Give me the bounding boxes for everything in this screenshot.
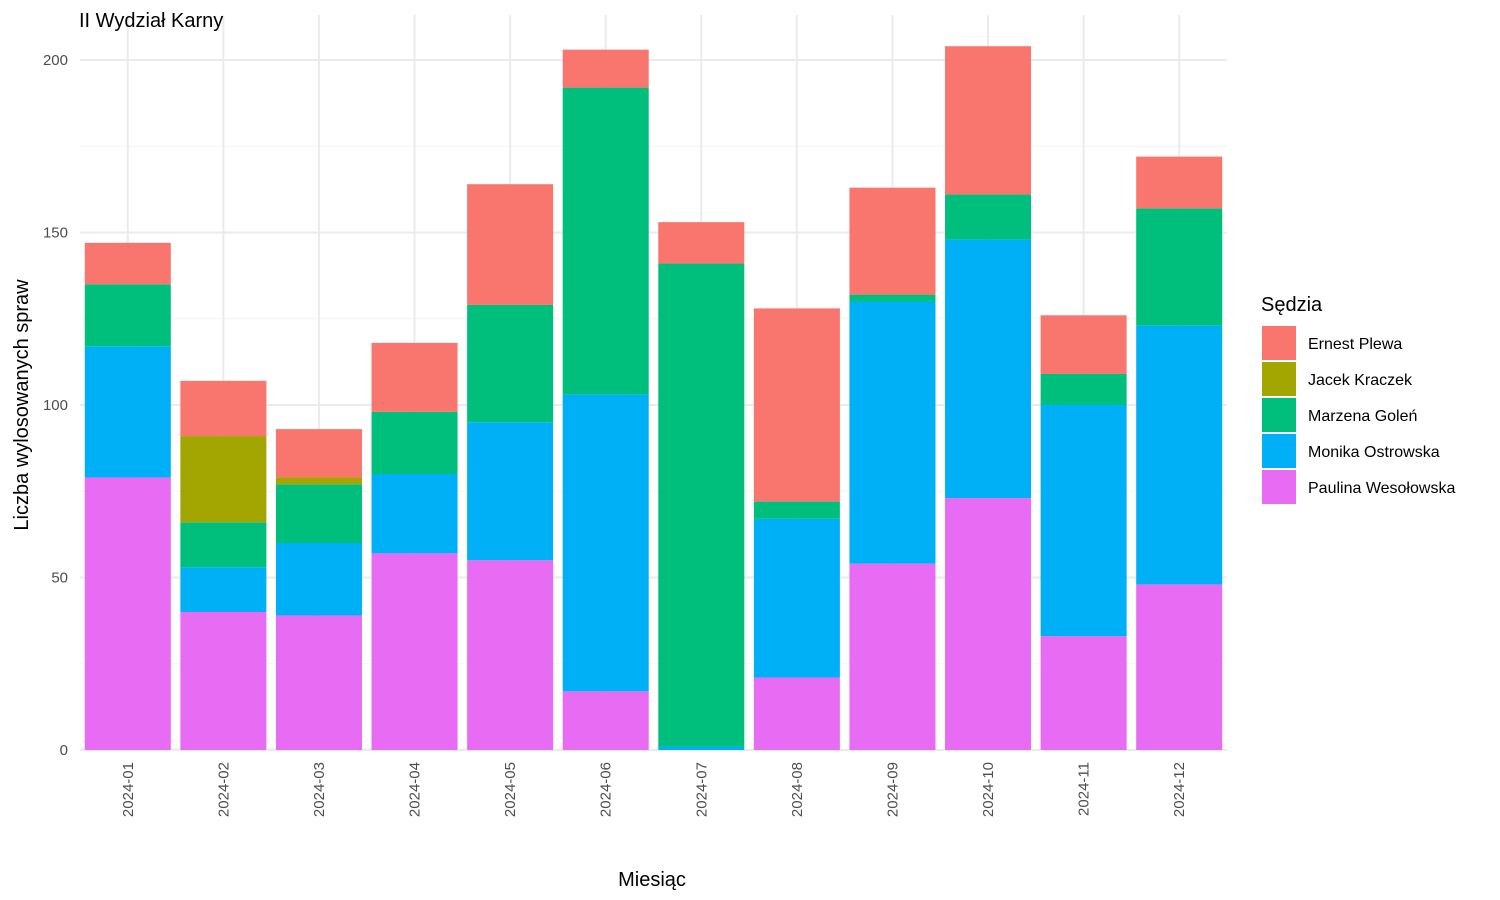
x-tick-label: 2024-06 — [598, 762, 615, 817]
bar-segment — [180, 567, 267, 612]
bar-segment — [84, 284, 171, 347]
bar-segment — [467, 184, 554, 305]
x-tick-label: 2024-07 — [693, 762, 710, 817]
bar-segment — [275, 615, 362, 750]
legend-label: Paulina Wesołowska — [1308, 480, 1455, 497]
y-tick-label: 200 — [43, 52, 68, 69]
bar-segment — [753, 677, 840, 750]
x-tick-label: 2024-04 — [407, 762, 424, 817]
x-tick-label: 2024-09 — [884, 762, 901, 817]
legend-swatch — [1262, 434, 1296, 468]
legend-label: Ernest Plewa — [1308, 336, 1402, 353]
bar-segment — [275, 484, 362, 543]
legend-label: Monika Ostrowska — [1308, 444, 1440, 461]
legend-label: Marzena Goleń — [1308, 408, 1417, 425]
bar-segment — [1136, 208, 1223, 326]
bar-segment — [467, 304, 554, 423]
x-tick-label: 2024-03 — [311, 762, 328, 817]
bar-segment — [275, 477, 362, 485]
bar-segment — [275, 429, 362, 478]
bar-segment — [275, 543, 362, 616]
x-tick-label: 2024-08 — [789, 762, 806, 817]
bar-segment — [562, 691, 649, 750]
bar-segment — [371, 342, 458, 412]
bar-segment — [371, 411, 458, 474]
bar-segment — [945, 498, 1032, 750]
bar-segment — [180, 522, 267, 568]
bar-segment — [658, 222, 745, 264]
bar-segment — [84, 477, 171, 750]
legend-swatch — [1262, 470, 1296, 504]
bar-segment — [945, 46, 1032, 195]
bar-segment — [658, 263, 745, 747]
bar-segment — [1136, 584, 1223, 750]
bar-segment — [84, 346, 171, 478]
x-tick-label: 2024-10 — [980, 762, 997, 817]
x-axis-title: Miesiąc — [618, 869, 686, 891]
bar-segment — [562, 49, 649, 88]
bar-segment — [658, 746, 745, 750]
bar-segment — [753, 518, 840, 678]
legend-label: Jacek Kraczek — [1308, 372, 1413, 389]
legend-title: Sędzia — [1261, 294, 1323, 316]
bar-segment — [849, 301, 936, 564]
y-axis-title: Liczba wylosowanych spraw — [11, 279, 33, 531]
bar-segment — [1136, 325, 1223, 585]
legend-swatch — [1262, 362, 1296, 396]
bar-segment — [1040, 636, 1127, 750]
bar-segment — [1040, 373, 1127, 405]
chart-title: II Wydział Karny — [79, 10, 223, 32]
x-tick-label: 2024-11 — [1076, 762, 1093, 816]
bar-segment — [753, 308, 840, 502]
bar-segment — [945, 194, 1032, 240]
y-tick-label: 150 — [43, 225, 68, 242]
x-tick-label: 2024-12 — [1171, 762, 1188, 817]
bar-segment — [1040, 315, 1127, 374]
bar-segment — [849, 563, 936, 750]
legend-swatch — [1262, 326, 1296, 360]
bar-segment — [849, 294, 936, 302]
bar-segment — [371, 553, 458, 750]
legend-swatch — [1262, 398, 1296, 432]
bar-segment — [562, 394, 649, 692]
bar-segment — [180, 612, 267, 750]
x-axis-ticks: 2024-01 2024-02 2024-03 2024-04 2024-05 2024-… — [120, 762, 1188, 817]
bar-segment — [1040, 405, 1127, 637]
x-tick-label: 2024-01 — [120, 762, 137, 817]
bar-segment — [753, 501, 840, 519]
bar-segment — [1136, 156, 1223, 209]
bar-segment — [562, 87, 649, 395]
y-tick-label: 50 — [51, 570, 68, 587]
bar-segment — [467, 422, 554, 561]
bar-segment — [180, 380, 267, 437]
bar-segment — [467, 560, 554, 750]
legend: Sędzia Ernest Plewa Jacek Kraczek Marzena … — [1261, 294, 1455, 504]
y-tick-label: 100 — [43, 397, 68, 414]
bar-segment — [849, 187, 936, 295]
y-tick-label: 0 — [60, 742, 68, 759]
y-axis-ticks: 0 50 100 150 200 — [43, 52, 68, 759]
bars — [84, 46, 1223, 750]
x-tick-label: 2024-05 — [502, 762, 519, 817]
bar-segment — [180, 436, 267, 523]
bar-segment — [371, 474, 458, 554]
bar-segment — [945, 239, 1032, 499]
bar-segment — [84, 242, 171, 285]
x-tick-label: 2024-02 — [215, 762, 232, 817]
